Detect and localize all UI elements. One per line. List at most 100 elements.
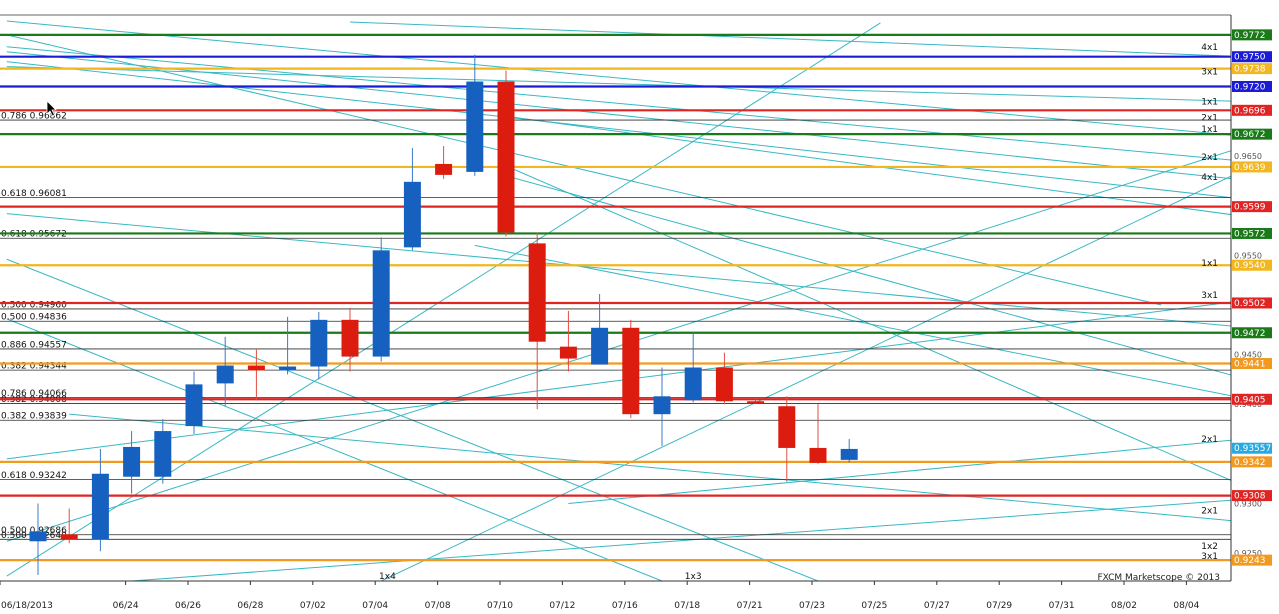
- fib-label: 0.500 0.94836: [1, 313, 67, 323]
- price-tag: [1232, 358, 1272, 370]
- gann-line: [6, 301, 1231, 460]
- ratio-label: 3x1: [1201, 68, 1218, 78]
- fib-label: 0.886 0.94557: [1, 340, 67, 350]
- candle-body: [809, 447, 827, 463]
- price-axis-label: 0.9450: [1234, 351, 1262, 360]
- candle-body: [778, 406, 796, 448]
- price-tag-label: 0.9672: [1234, 130, 1266, 140]
- price-tag-label: 0.9639: [1234, 163, 1266, 173]
- gann-line: [6, 22, 881, 577]
- gann-line: [505, 115, 1231, 216]
- candles: [29, 54, 858, 576]
- gann-line: [349, 21, 1231, 57]
- time-axis-label: 07/12: [549, 601, 575, 611]
- price-tag-label: 0.9441: [1234, 360, 1266, 370]
- time-axis-label: 07/02: [300, 601, 326, 611]
- candle-body: [247, 365, 265, 371]
- price-tag-label: 0.9738: [1234, 65, 1266, 75]
- time-axis-label: 06/28: [237, 601, 263, 611]
- ratio-label: 3x1: [1201, 291, 1218, 301]
- price-tag-label: 0.9599: [1234, 203, 1266, 213]
- ratio-label: 1x3: [685, 572, 702, 582]
- price-tag: [1232, 29, 1272, 41]
- candle-body: [310, 319, 328, 367]
- gann-line: [6, 150, 1231, 542]
- fib-label: 0.382 0.94344: [1, 362, 67, 372]
- price-tag-label: 0.9472: [1234, 329, 1266, 339]
- candle-body: [591, 327, 609, 365]
- price-tag: [1232, 442, 1272, 454]
- candle-body: [216, 365, 234, 384]
- ratio-label: 4x1: [1201, 43, 1218, 53]
- mouse-cursor-icon: [46, 100, 57, 117]
- candle-body: [747, 401, 765, 404]
- time-axis-label: 07/25: [861, 601, 887, 611]
- candle-body: [185, 384, 203, 427]
- price-axis-label: 0.9300: [1234, 500, 1262, 509]
- fib-label: 0.618 0.95672: [1, 230, 67, 240]
- candle-body: [622, 327, 640, 415]
- fib-label: 0.618 0.96081: [1, 189, 67, 199]
- price-tag: [1232, 227, 1272, 239]
- price-tag: [1232, 297, 1272, 309]
- ratio-label: 1x4: [379, 572, 396, 582]
- candle-body: [29, 531, 47, 542]
- ratio-label: 1x2: [1201, 542, 1218, 552]
- gann-line: [6, 20, 1231, 136]
- price-tag-label: 0.9540: [1234, 261, 1266, 271]
- ratio-labels: 4x13x11x12x11x12x14x11x13x12x12x11x23x11…: [379, 43, 1218, 582]
- gann-line: [380, 175, 1231, 581]
- price-tag: [1232, 327, 1272, 339]
- ratio-label: 2x1: [1201, 113, 1218, 123]
- price-tag: [1232, 51, 1272, 63]
- candle-body: [497, 81, 515, 233]
- time-axis-label: 07/18: [674, 601, 700, 611]
- ratio-label: 2x1: [1201, 153, 1218, 163]
- candle-body: [684, 367, 702, 401]
- candle-body: [341, 319, 359, 357]
- price-axis-label: 0.9650: [1234, 152, 1262, 161]
- gann-line: [6, 46, 1231, 161]
- price-tag: [1232, 161, 1272, 173]
- price-tag-label: 0.9750: [1234, 53, 1266, 63]
- price-axis-label: 0.9550: [1234, 251, 1262, 260]
- candle-body: [403, 181, 421, 248]
- time-axis-label: 07/23: [799, 601, 825, 611]
- price-tag: [1232, 201, 1272, 213]
- time-axis-label: 07/10: [487, 601, 513, 611]
- fib-label: 0.500 0.94960: [1, 300, 67, 310]
- time-axis-label: 07/27: [924, 601, 950, 611]
- price-tag: [1232, 490, 1272, 502]
- price-tag: [1232, 63, 1272, 75]
- fib-label: 0.618 0.93242: [1, 471, 67, 481]
- price-tag: [1232, 259, 1272, 271]
- gann-line: [6, 34, 1162, 306]
- ratio-label: 1x1: [1201, 97, 1218, 107]
- price-tag: [1232, 554, 1272, 566]
- candle-body: [435, 163, 453, 175]
- ratio-label: 1x1: [1201, 125, 1218, 135]
- candle-body: [466, 81, 484, 172]
- ratio-label: 3x1: [1201, 552, 1218, 562]
- gann-line: [505, 175, 1231, 376]
- fib-label: 0.500 0.92686: [1, 526, 67, 536]
- gann-line: [568, 439, 1231, 505]
- candle-body: [372, 250, 390, 357]
- price-tag: [1232, 104, 1272, 116]
- price-tag-label: 0.9342: [1234, 458, 1266, 468]
- fib-label: 0.786 0.96862: [1, 112, 67, 122]
- watermark: FXCM Marketscope © 2013: [1097, 573, 1220, 583]
- time-axis-label: 06/26: [175, 601, 201, 611]
- price-tags: 0.9772 0.9750 0.9738 0.9720 0.9696 0.9672 0.96…: [1232, 29, 1272, 566]
- price-tag-label: 0.9308: [1234, 492, 1266, 502]
- candle-body: [123, 446, 141, 477]
- ratio-label: 2x1: [1201, 435, 1218, 445]
- time-axis-label: 08/02: [1111, 601, 1137, 611]
- gann-line: [131, 499, 1231, 581]
- time-axis-label: 07/21: [737, 601, 763, 611]
- price-tag: [1232, 456, 1272, 468]
- time-axis-label: 08/04: [1173, 601, 1199, 611]
- candle-body: [715, 367, 733, 402]
- time-axis-label: 06/18/2013: [1, 601, 53, 611]
- price-tag-label: 0.9696: [1234, 106, 1266, 116]
